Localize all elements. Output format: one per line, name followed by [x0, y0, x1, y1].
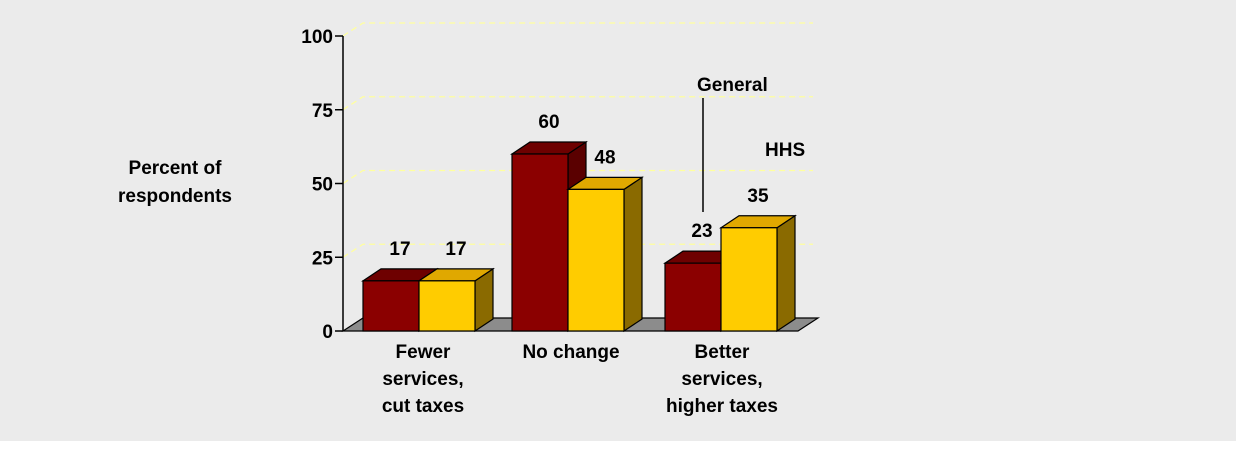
y-tick-label: 50: [312, 175, 333, 196]
gridline: [342, 96, 813, 111]
legend-label-hhs: HHS: [765, 140, 805, 161]
category-label-fewer-services: Fewer services, cut taxes: [338, 339, 508, 420]
gridline: [342, 243, 813, 258]
bar-general: [362, 280, 420, 332]
category-label-line: higher taxes: [666, 396, 778, 417]
category-label-line: services,: [382, 369, 464, 390]
category-label-line: cut taxes: [381, 396, 465, 417]
y-axis-label-line: respondents: [117, 186, 233, 207]
category-label-line: Fewer: [395, 342, 451, 363]
y-axis-label-line: Percent of: [128, 158, 222, 179]
gridline: [342, 22, 813, 37]
y-axis-label: Percent of respondents: [90, 155, 260, 211]
y-tick-label: 75: [312, 101, 334, 122]
bar-side-hhs: [776, 214, 796, 333]
category-label-line: No change: [522, 342, 620, 363]
bar-side-hhs: [623, 176, 643, 333]
data-label: 17: [445, 239, 466, 260]
data-label: 48: [594, 147, 615, 168]
bar-hhs: [418, 280, 476, 332]
data-label: 35: [747, 186, 769, 207]
category-label-better-services: Better services, higher taxes: [637, 339, 807, 420]
category-label-line: Better: [694, 342, 750, 363]
data-label: 17: [389, 239, 410, 260]
y-tick-label: 100: [301, 27, 333, 48]
legend-label-general: General: [697, 75, 768, 96]
bar-hhs: [720, 227, 778, 332]
chart-panel: Percent of respondents 0 25 50 75 100 17 60 23 1…: [0, 0, 1236, 441]
y-tick-label: 25: [312, 248, 334, 269]
category-label-line: services,: [681, 369, 763, 390]
bar-general: [511, 153, 569, 332]
data-label: 23: [691, 221, 712, 242]
y-tick-label: 0: [322, 322, 333, 343]
bar-general: [664, 262, 722, 332]
category-label-no-change: No change: [486, 339, 656, 366]
data-label: 60: [538, 112, 559, 133]
bar-hhs: [567, 188, 625, 332]
bar-chart: 0 25 50 75 100 17 60 23 17 48 35 General HHS: [301, 22, 821, 343]
gridline: [342, 169, 813, 185]
